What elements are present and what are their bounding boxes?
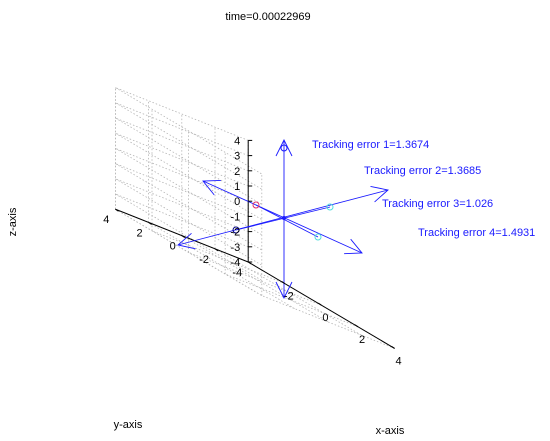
grid-line	[148, 222, 296, 310]
grid-line	[115, 193, 249, 248]
z-tick-label: -3	[230, 242, 240, 254]
y-tick-label: -4	[232, 267, 242, 279]
arrow-head-left	[177, 232, 196, 250]
grid-line	[115, 163, 249, 217]
z-tick-label: 2	[234, 166, 240, 178]
grid-line	[115, 87, 263, 175]
z-tick-label: -4	[230, 257, 240, 269]
x-axis-label: x-axis	[376, 425, 405, 437]
x-tick-label: -2	[284, 291, 294, 303]
grid-line	[115, 193, 263, 281]
x-tick-label: 4	[396, 355, 402, 367]
x-tick-label: 0	[322, 312, 328, 324]
y-axis-label: y-axis	[114, 419, 143, 431]
z-tick-label: 0	[234, 196, 240, 208]
arrow-head-right	[370, 185, 389, 203]
grid-line	[115, 117, 249, 172]
grid-line	[115, 102, 249, 156]
arrow-head-up	[275, 138, 293, 157]
x-tick-label: 2	[359, 334, 365, 346]
z-tick-label: 3	[234, 151, 240, 163]
grid-line	[115, 102, 263, 190]
center-node	[282, 216, 286, 220]
y-tick-mark	[148, 221, 152, 225]
agent-marker	[232, 226, 240, 234]
tracking-error-3-label: Tracking error 3=1.026	[382, 198, 493, 210]
z-tick-label: 1	[234, 181, 240, 193]
grid-line	[115, 117, 263, 205]
y-tick-mark	[181, 235, 186, 239]
grid-line	[115, 148, 249, 202]
tracking-error-4-label: Tracking error 4=1.4931	[418, 227, 535, 239]
y-tick-label: 4	[103, 214, 109, 226]
z-tick-label: 4	[234, 135, 240, 147]
z-axis-label: z-axis	[7, 207, 19, 236]
agent-marker	[252, 201, 260, 209]
plot-content	[177, 138, 389, 300]
y-tick-mark	[214, 248, 219, 252]
y-tick-label: 0	[170, 241, 176, 253]
grid-line	[115, 163, 263, 251]
x-tick-mark	[354, 324, 359, 328]
arrow-head-lower-right	[344, 238, 363, 255]
arrow-head-down	[275, 281, 293, 300]
tracking-error-2-label: Tracking error 2=1.3685	[364, 165, 481, 177]
grid-line	[115, 87, 249, 141]
y-tick-label: -2	[199, 254, 209, 266]
grid-line	[181, 235, 329, 323]
y-tick-label: 2	[136, 227, 142, 239]
grid-line	[115, 148, 263, 236]
grid-line	[115, 178, 249, 232]
tracking-error-1-label: Tracking error 1=1.3674	[312, 139, 429, 151]
agent-marker	[326, 203, 334, 211]
grid-line	[261, 295, 395, 349]
x-tick-labels: -2 0 2 4	[281, 281, 402, 367]
axis-box	[115, 140, 395, 349]
arrow-head-upper-left	[202, 179, 221, 196]
grid-lines	[115, 87, 395, 349]
x-tick-mark	[281, 281, 286, 285]
z-tick-labels: -4 -3 -2 -1 0 1 2 3 4	[230, 135, 253, 269]
y-tick-mark	[115, 208, 119, 212]
z-tick-label: -2	[230, 227, 240, 239]
agent-marker	[280, 144, 288, 152]
grid-line	[115, 132, 249, 187]
y-tick-mark	[247, 261, 252, 265]
agent-marker	[314, 233, 322, 241]
x-tick-mark	[318, 302, 322, 306]
grid-line	[115, 208, 263, 296]
x-tick-mark	[391, 345, 395, 349]
grid-line	[115, 178, 263, 266]
y-tick-labels: -4 -2 0 2 4	[103, 208, 252, 279]
grid-line	[115, 132, 263, 220]
grid-line	[214, 248, 362, 336]
inner-line	[255, 204, 319, 238]
chart-title: time=0.00022969	[225, 11, 310, 23]
z-tick-label: -1	[230, 211, 240, 223]
